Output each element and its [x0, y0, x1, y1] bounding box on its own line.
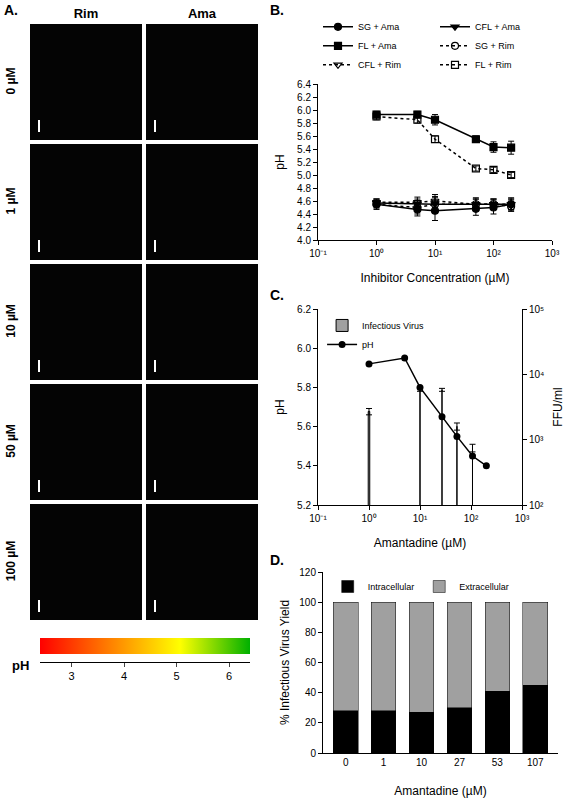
svg-text:FL + Rim: FL + Rim — [475, 60, 511, 70]
svg-text:5.2: 5.2 — [297, 157, 311, 168]
svg-text:5.2: 5.2 — [297, 500, 311, 511]
svg-text:60: 60 — [305, 657, 317, 668]
svg-text:6.0: 6.0 — [297, 343, 311, 354]
svg-text:5.8: 5.8 — [297, 382, 311, 393]
svg-text:FL + Ama: FL + Ama — [358, 41, 396, 51]
svg-text:80: 80 — [305, 627, 317, 638]
html-text:10 µM: 10 µM — [4, 304, 18, 338]
svg-text:4.8: 4.8 — [297, 183, 311, 194]
svg-text:6.0: 6.0 — [297, 105, 311, 116]
svg-text:10⁴: 10⁴ — [529, 369, 544, 380]
svg-text:6.2: 6.2 — [297, 92, 311, 103]
svg-text:6.4: 6.4 — [297, 79, 311, 90]
svg-text:27: 27 — [454, 757, 466, 768]
html-text:100 µM: 100 µM — [4, 540, 18, 582]
svg-text:5.8: 5.8 — [297, 118, 311, 129]
html-text:Ama: Ama — [187, 6, 217, 21]
svg-text:5.6: 5.6 — [297, 421, 311, 432]
svg-text:10⁵: 10⁵ — [529, 304, 544, 315]
svg-text:10²: 10² — [486, 248, 501, 259]
svg-text:5.6: 5.6 — [297, 131, 311, 142]
svg-text:6: 6 — [226, 670, 232, 682]
svg-text:53: 53 — [492, 757, 504, 768]
svg-text:100: 100 — [299, 597, 316, 608]
svg-text:120: 120 — [299, 567, 316, 578]
svg-text:4: 4 — [121, 670, 127, 682]
svg-text:Infectious Virus: Infectious Virus — [362, 321, 424, 331]
svg-text:4.0: 4.0 — [297, 235, 311, 246]
svg-text:10¹: 10¹ — [428, 248, 443, 259]
svg-text:pH: pH — [273, 399, 287, 414]
svg-text:10³: 10³ — [515, 513, 530, 524]
svg-text:pH: pH — [273, 154, 287, 169]
svg-text:6.2: 6.2 — [297, 304, 311, 315]
svg-text:5.0: 5.0 — [297, 170, 311, 181]
svg-text:5.4: 5.4 — [297, 144, 311, 155]
svg-text:10²: 10² — [464, 513, 479, 524]
svg-text:5: 5 — [173, 670, 179, 682]
svg-text:4.6: 4.6 — [297, 196, 311, 207]
svg-text:10⁰: 10⁰ — [361, 513, 376, 524]
svg-text:10³: 10³ — [529, 434, 544, 445]
svg-text:pH: pH — [362, 340, 374, 350]
svg-text:4.2: 4.2 — [297, 222, 311, 233]
svg-text:0: 0 — [343, 757, 349, 768]
svg-text:10⁻¹: 10⁻¹ — [309, 248, 327, 259]
svg-text:% Infectious Virus Yield: % Infectious Virus Yield — [278, 600, 292, 725]
svg-text:10²: 10² — [529, 500, 544, 511]
svg-text:4.4: 4.4 — [297, 209, 311, 220]
html-text:0 µM: 0 µM — [4, 67, 18, 95]
svg-text:1: 1 — [381, 757, 387, 768]
svg-text:0: 0 — [310, 748, 316, 759]
svg-text:3: 3 — [68, 670, 74, 682]
svg-text:SG + Rim: SG + Rim — [475, 41, 514, 51]
svg-text:Amantadine (µM): Amantadine (µM) — [394, 784, 486, 798]
svg-text:10⁰: 10⁰ — [369, 248, 384, 259]
svg-text:10¹: 10¹ — [413, 513, 428, 524]
svg-text:Amantadine (µM): Amantadine (µM) — [374, 536, 466, 550]
html-text:A.: A. — [4, 2, 18, 18]
svg-text:10: 10 — [416, 757, 428, 768]
svg-text:Inhibitor Concentration (µM): Inhibitor Concentration (µM) — [361, 271, 510, 285]
svg-text:5.4: 5.4 — [297, 460, 311, 471]
svg-text:Intracellular: Intracellular — [368, 582, 415, 592]
svg-text:SG + Ama: SG + Ama — [358, 22, 399, 32]
svg-text:FFU/ml: FFU/ml — [551, 387, 565, 426]
html-text:50 µM: 50 µM — [4, 424, 18, 458]
svg-text:20: 20 — [305, 717, 317, 728]
svg-text:Extracellular: Extracellular — [459, 582, 509, 592]
svg-text:10³: 10³ — [545, 248, 560, 259]
html-text:B.: B. — [270, 2, 284, 18]
svg-text:CFL + Rim: CFL + Rim — [358, 60, 401, 70]
svg-text:40: 40 — [305, 687, 317, 698]
html-text:pH: pH — [12, 658, 30, 673]
html-text:Rim: Rim — [73, 6, 99, 21]
svg-text:CFL + Ama: CFL + Ama — [475, 22, 520, 32]
html-text:1 µM: 1 µM — [4, 187, 18, 215]
html-text:C.: C. — [270, 287, 284, 303]
html-text:D.: D. — [270, 552, 284, 568]
svg-text:10⁻¹: 10⁻¹ — [309, 513, 327, 524]
svg-text:107: 107 — [527, 757, 544, 768]
